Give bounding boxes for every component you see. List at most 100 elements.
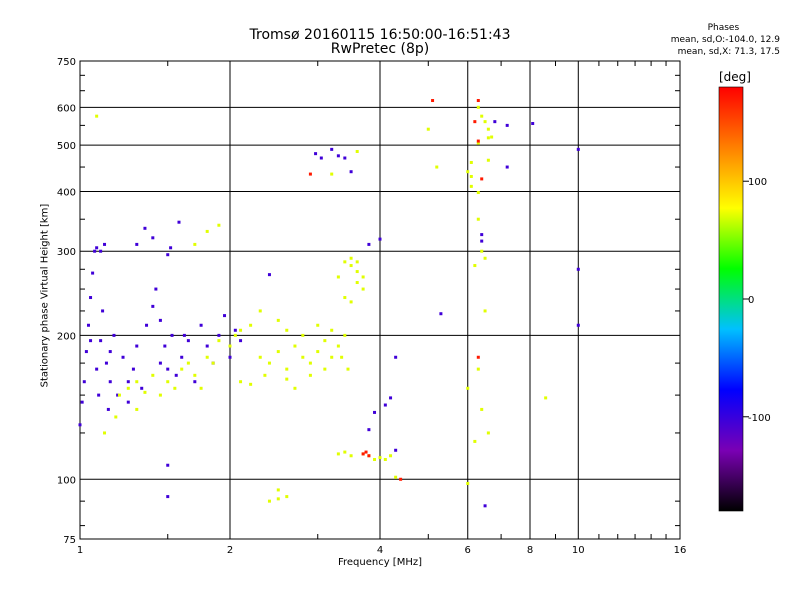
echo-point xyxy=(435,165,439,169)
echo-point xyxy=(193,380,197,384)
echo-point xyxy=(476,141,480,145)
echo-point xyxy=(394,355,398,359)
echo-point xyxy=(576,147,580,151)
echo-point xyxy=(439,312,443,316)
echo-point xyxy=(314,152,318,156)
echo-point xyxy=(469,160,473,164)
echo-point xyxy=(99,249,103,253)
echo-point xyxy=(131,367,135,371)
x-axis-ticks: 1 2 4 6 8 10 16 xyxy=(77,61,686,556)
echo-point xyxy=(267,499,271,503)
echo-point xyxy=(166,463,170,467)
echo-point xyxy=(199,386,203,390)
grid-lines xyxy=(80,61,680,539)
echo-point xyxy=(211,361,215,365)
echo-point xyxy=(466,170,470,174)
echo-point xyxy=(95,246,99,250)
echo-point xyxy=(285,328,289,332)
echo-point xyxy=(93,249,97,253)
echo-point xyxy=(205,344,209,348)
echo-point xyxy=(355,270,359,274)
echo-point xyxy=(466,386,470,390)
echo-point xyxy=(480,114,484,118)
echo-point xyxy=(301,333,305,337)
stats-o-mode: mean, sd,O:-104.0, 12.9 xyxy=(670,35,780,45)
echo-point xyxy=(483,256,487,260)
echo-point xyxy=(490,135,494,139)
echo-point xyxy=(97,393,101,397)
stats-x-mode: mean, sd,X: 71.3, 17.5 xyxy=(677,47,780,57)
echo-point xyxy=(340,355,344,359)
echo-point xyxy=(476,139,480,143)
echo-point xyxy=(308,172,312,176)
echo-point xyxy=(285,367,289,371)
y-tick-label: 100 xyxy=(57,475,76,486)
echo-point xyxy=(349,256,353,260)
echo-point xyxy=(285,377,289,381)
echo-point xyxy=(166,253,170,257)
echo-point xyxy=(505,123,509,127)
echo-point xyxy=(349,170,353,174)
echo-point xyxy=(151,373,155,377)
echo-point xyxy=(308,361,312,365)
x-tick-label: 4 xyxy=(377,545,383,556)
echo-point xyxy=(217,333,221,337)
echo-point xyxy=(476,367,480,371)
y-tick-label: 750 xyxy=(57,57,76,68)
echo-point xyxy=(469,184,473,188)
echo-point xyxy=(158,361,162,365)
echo-point xyxy=(323,367,327,371)
echo-point xyxy=(316,323,320,327)
echo-point xyxy=(78,423,82,427)
echo-point xyxy=(576,267,580,271)
echo-point xyxy=(199,323,203,327)
echo-point xyxy=(480,407,484,411)
y-tick-label: 400 xyxy=(57,187,76,198)
echo-point xyxy=(95,114,99,118)
echo-point xyxy=(239,339,243,343)
phase-stats: Phases mean, sd,O:-104.0, 12.9 mean, sd,… xyxy=(671,22,780,58)
echo-point xyxy=(473,120,477,124)
echo-point xyxy=(480,177,484,181)
echo-point xyxy=(285,495,289,499)
echo-point xyxy=(82,380,86,384)
echo-point xyxy=(228,355,232,359)
echo-point xyxy=(135,344,139,348)
echo-point xyxy=(108,380,112,384)
echo-point xyxy=(343,333,347,337)
echo-point xyxy=(112,333,116,337)
echo-point xyxy=(169,246,173,250)
echo-point xyxy=(143,390,147,394)
echo-point xyxy=(267,273,271,277)
echo-point xyxy=(361,452,365,456)
x-axis-label: Frequency [MHz] xyxy=(337,557,423,568)
echo-point xyxy=(249,382,253,386)
echo-point xyxy=(180,355,184,359)
echo-point xyxy=(473,439,477,443)
echo-point xyxy=(330,172,334,176)
echo-point xyxy=(323,339,327,343)
echo-point xyxy=(355,149,359,153)
echo-point xyxy=(378,237,382,241)
echo-point xyxy=(126,400,130,404)
echo-point xyxy=(389,396,393,400)
echo-point xyxy=(154,287,158,291)
echo-point xyxy=(86,323,90,327)
echo-point xyxy=(166,495,170,499)
echo-point xyxy=(544,396,548,400)
echo-point xyxy=(89,296,93,300)
echo-point xyxy=(89,339,93,343)
echo-point xyxy=(473,264,477,268)
echo-point xyxy=(205,355,209,359)
echo-point xyxy=(480,239,484,243)
x-tick-label: 1 xyxy=(77,545,83,556)
echo-point xyxy=(99,339,103,343)
echo-point xyxy=(373,457,377,461)
echo-point xyxy=(367,242,371,246)
x-tick-label: 2 xyxy=(227,545,233,556)
echo-point xyxy=(343,156,347,160)
echo-point xyxy=(166,367,170,371)
echo-point xyxy=(267,361,271,365)
y-tick-label: 300 xyxy=(57,247,76,258)
echo-point xyxy=(143,226,147,230)
